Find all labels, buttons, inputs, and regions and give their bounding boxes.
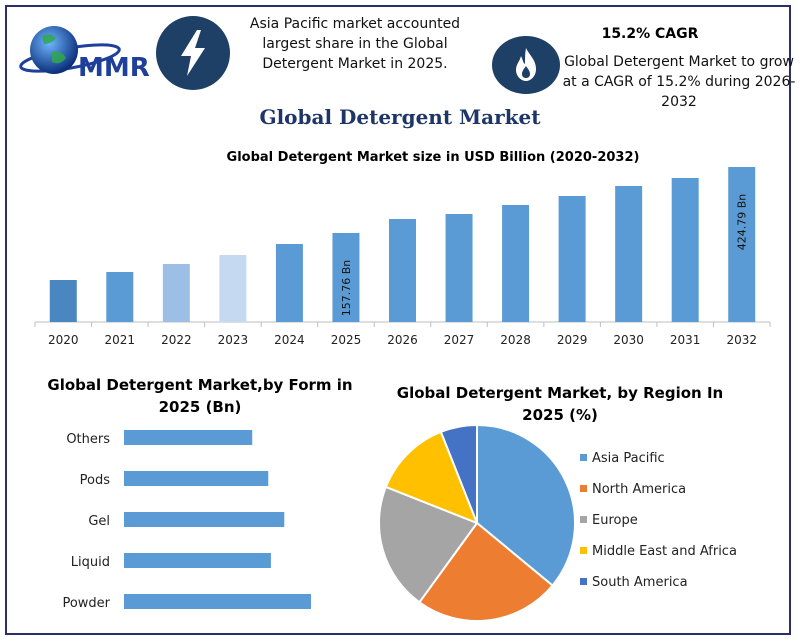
legend-label: Middle East and Africa (592, 544, 737, 559)
column-bar-2020 (49, 280, 77, 322)
column-tick-label: 2027 (444, 333, 475, 347)
form-category-label: Liquid (71, 555, 110, 570)
pie-slice-north-america (417, 521, 554, 622)
column-tick-label: 2032 (726, 333, 757, 347)
cagr-text: Global Detergent Market to grow at a CAG… (562, 54, 796, 110)
column-tick-label: 2023 (218, 333, 249, 347)
legend-label: South America (592, 575, 688, 590)
form-category-label: Others (66, 432, 110, 447)
form-bar-gel (124, 512, 285, 527)
form-chart-title-line-1: Global Detergent Market,by Form in (47, 376, 352, 394)
legend-swatch (580, 516, 587, 523)
form-chart-title-line-2: 2025 (Bn) (159, 398, 242, 416)
column-bar-2026 (389, 219, 416, 322)
legend-swatch (580, 547, 587, 554)
column-data-label: 157.76 Bn (340, 260, 353, 317)
region-fact-text: Asia Pacific market accounted largest sh… (249, 16, 461, 72)
column-tick-label: 2020 (48, 333, 79, 347)
pie-slice-south-america (439, 423, 478, 524)
form-category-label: Gel (88, 514, 110, 529)
column-bar-2025 (332, 233, 360, 322)
column-bar-2022 (162, 264, 190, 322)
column-tick-label: 2031 (670, 333, 701, 347)
pie-slice-asia-pacific (476, 423, 576, 587)
column-bar-2023 (219, 255, 247, 322)
column-tick-label: 2029 (557, 333, 588, 347)
legend-label: Europe (592, 513, 638, 528)
form-bar-liquid (124, 553, 271, 568)
form-bar-powder (124, 594, 311, 609)
column-tick-label: 2021 (105, 333, 136, 347)
column-tick-label: 2026 (387, 333, 418, 347)
flame-icon (492, 36, 560, 94)
infographic-frame (5, 5, 791, 635)
column-bar-2021 (106, 272, 134, 322)
column-chart-title: Global Detergent Market size in USD Bill… (227, 150, 640, 165)
column-bar-2027 (445, 214, 473, 322)
form-category-label: Pods (80, 473, 111, 488)
column-tick-label: 2028 (500, 333, 531, 347)
legend-swatch (580, 454, 587, 461)
region-pie-chart: Global Detergent Market, by Region In 20… (378, 384, 737, 622)
form-bar-pods (124, 471, 269, 486)
column-bar-2028 (502, 205, 530, 322)
pie-slice-europe (378, 485, 479, 604)
form-category-label: Powder (62, 596, 110, 611)
column-bar-2032 (728, 167, 756, 322)
legend-swatch (580, 485, 587, 492)
column-tick-label: 2025 (331, 333, 362, 347)
region-chart-title-line-2: 2025 (%) (522, 406, 598, 424)
svg-text:MMR: MMR (78, 53, 150, 83)
main-title: Global Detergent Market (259, 105, 541, 129)
pie-slice-middle-east-and-africa (384, 430, 479, 525)
legend-swatch (580, 578, 587, 585)
form-bar-chart: Global Detergent Market,by Form in 2025 … (47, 376, 352, 611)
column-tick-label: 2030 (613, 333, 644, 347)
form-bar-others (124, 430, 253, 445)
legend-label: North America (592, 482, 686, 497)
column-tick-label: 2022 (161, 333, 192, 347)
legend-label: Asia Pacific (592, 451, 665, 466)
region-chart-title-line-1: Global Detergent Market, by Region In (397, 384, 723, 402)
mmr-logo: MMR (14, 18, 150, 90)
column-data-label: 424.79 Bn (736, 194, 749, 251)
lightning-bolt-icon (156, 16, 230, 90)
column-bar-2031 (671, 178, 699, 322)
cagr-title: 15.2% CAGR (601, 26, 699, 42)
column-bar-2030 (615, 186, 643, 322)
column-bar-2029 (558, 196, 586, 322)
market-size-column-chart: Global Detergent Market size in USD Bill… (34, 150, 771, 347)
globe-logo-icon: MMR (19, 26, 150, 83)
column-tick-label: 2024 (274, 333, 305, 347)
column-bar-2024 (275, 244, 303, 322)
